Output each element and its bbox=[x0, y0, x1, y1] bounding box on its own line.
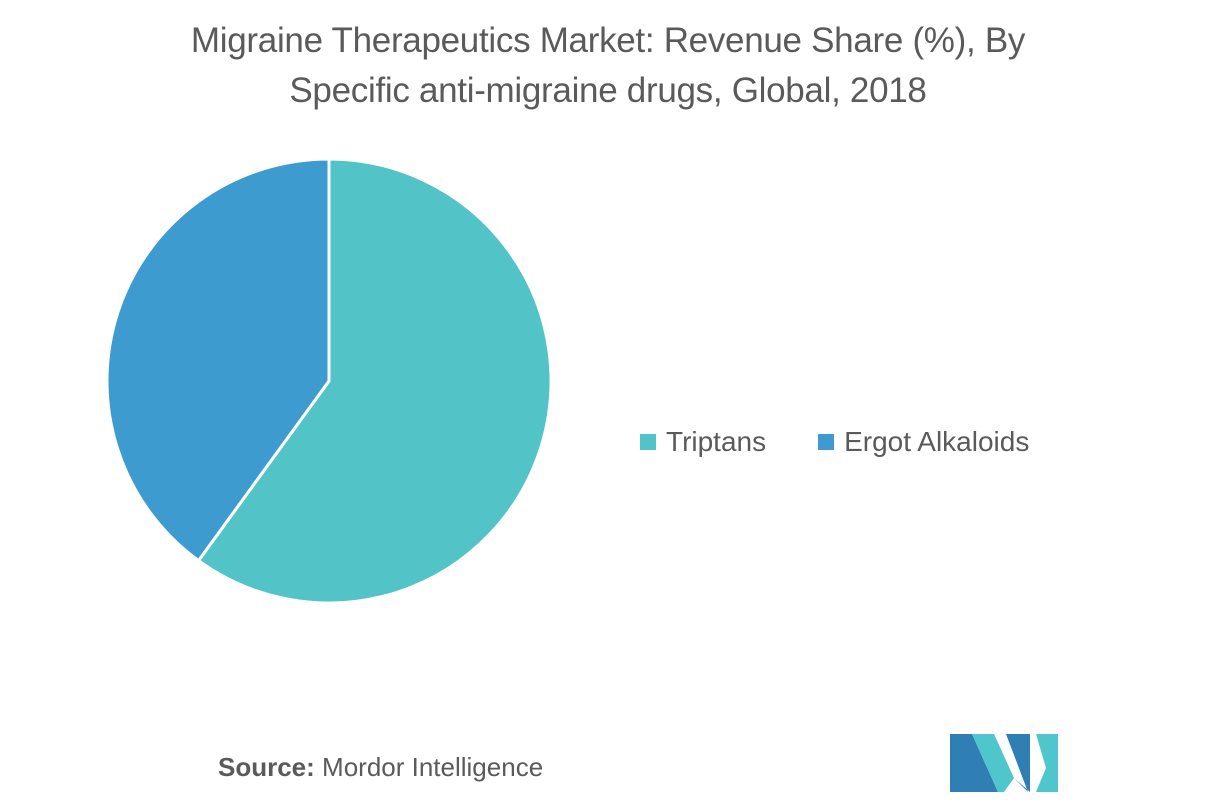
chart-title-line1: Migraine Therapeutics Market: Revenue Sh… bbox=[190, 21, 1026, 60]
legend-item-ergot-alkaloids: Ergot Alkaloids bbox=[818, 426, 1029, 458]
source-label: Source: bbox=[218, 752, 315, 782]
legend-label-triptans: Triptans bbox=[666, 426, 767, 457]
legend: Triptans Ergot Alkaloids bbox=[640, 426, 1081, 458]
chart-title-line2: Specific anti-migraine drugs, Global, 20… bbox=[289, 71, 927, 110]
legend-item-triptans: Triptans bbox=[640, 426, 766, 458]
chart-title: Migraine Therapeutics Market: Revenue Sh… bbox=[0, 16, 1216, 116]
source-note: Source: Mordor Intelligence bbox=[218, 752, 543, 783]
legend-swatch-ergot-alkaloids bbox=[818, 434, 835, 450]
mordor-intelligence-logo bbox=[950, 734, 1058, 792]
source-text: Mordor Intelligence bbox=[314, 752, 544, 782]
legend-swatch-triptans bbox=[640, 434, 656, 450]
legend-label-ergot-alkaloids: Ergot Alkaloids bbox=[844, 426, 1030, 457]
pie-slice-ergot-alkaloids bbox=[105, 157, 331, 563]
pie-slice-triptans bbox=[197, 157, 553, 605]
pie-slices bbox=[105, 157, 553, 605]
